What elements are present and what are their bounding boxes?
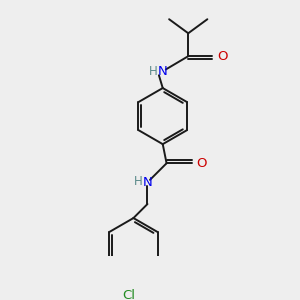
Text: H: H bbox=[134, 175, 142, 188]
Text: H: H bbox=[149, 65, 158, 78]
Text: Cl: Cl bbox=[122, 289, 135, 300]
Text: O: O bbox=[196, 157, 207, 170]
Text: O: O bbox=[217, 50, 227, 63]
Text: N: N bbox=[142, 176, 152, 189]
Text: N: N bbox=[158, 65, 168, 78]
